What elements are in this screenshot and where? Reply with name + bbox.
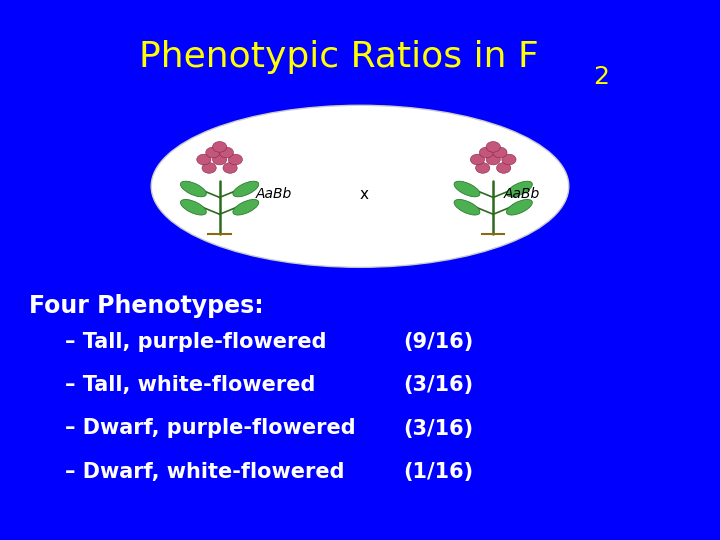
Text: (3/16): (3/16) [403,418,473,438]
Text: (9/16): (9/16) [403,332,474,352]
Ellipse shape [502,154,516,165]
Ellipse shape [454,181,480,197]
Ellipse shape [486,154,500,165]
Text: 2: 2 [593,65,609,89]
Ellipse shape [506,181,532,197]
Text: AaBb: AaBb [256,187,292,201]
Ellipse shape [233,181,258,197]
Text: – Dwarf, white-flowered: – Dwarf, white-flowered [65,462,344,482]
Text: – Tall, white-flowered: – Tall, white-flowered [65,375,315,395]
Ellipse shape [202,163,216,173]
Ellipse shape [492,147,507,158]
Text: Four Phenotypes:: Four Phenotypes: [29,294,264,318]
Ellipse shape [233,199,258,215]
Ellipse shape [223,163,237,173]
Ellipse shape [206,147,220,158]
Ellipse shape [454,199,480,215]
Ellipse shape [228,154,243,165]
Text: (3/16): (3/16) [403,375,473,395]
Ellipse shape [197,154,211,165]
Ellipse shape [212,154,227,165]
Text: x: x [359,187,368,202]
Ellipse shape [151,105,569,267]
Ellipse shape [219,147,233,158]
Ellipse shape [212,141,227,152]
Ellipse shape [480,147,494,158]
Text: AaBb: AaBb [504,187,540,201]
Ellipse shape [181,199,207,215]
Text: (1/16): (1/16) [403,462,473,482]
Ellipse shape [476,163,490,173]
Ellipse shape [181,181,207,197]
Text: Phenotypic Ratios in F: Phenotypic Ratios in F [138,40,539,75]
Ellipse shape [497,163,510,173]
Ellipse shape [486,141,500,152]
Ellipse shape [470,154,485,165]
Text: – Tall, purple-flowered: – Tall, purple-flowered [65,332,326,352]
Ellipse shape [506,199,532,215]
Text: – Dwarf, purple-flowered: – Dwarf, purple-flowered [65,418,356,438]
